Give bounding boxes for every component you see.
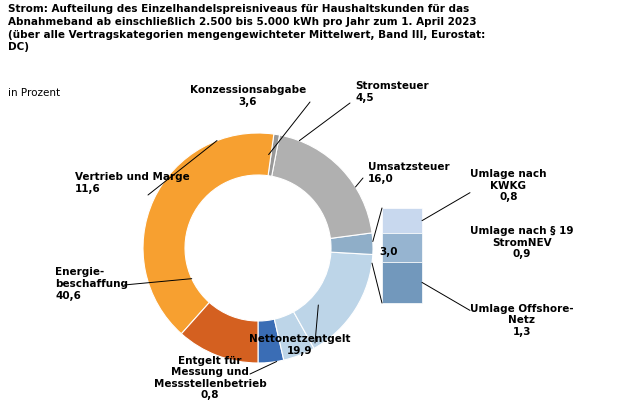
- Wedge shape: [258, 319, 284, 363]
- Text: Umlage Offshore-
Netz
1,3: Umlage Offshore- Netz 1,3: [470, 304, 573, 337]
- Text: Nettonetzentgelt
19,9: Nettonetzentgelt 19,9: [249, 334, 351, 356]
- Text: Energie-
beschaffung
40,6: Energie- beschaffung 40,6: [55, 267, 128, 301]
- Wedge shape: [271, 135, 372, 238]
- Wedge shape: [143, 133, 274, 334]
- Text: Konzessionsabgabe
3,6: Konzessionsabgabe 3,6: [190, 85, 306, 107]
- Bar: [382, 208, 422, 233]
- Text: Umlage nach § 19
StromNEV
0,9: Umlage nach § 19 StromNEV 0,9: [470, 226, 573, 259]
- Text: Stromsteuer
4,5: Stromsteuer 4,5: [355, 81, 429, 103]
- Wedge shape: [268, 134, 280, 176]
- Text: Entgelt für
Messung und
Messstellenbetrieb
0,8: Entgelt für Messung und Messstellenbetri…: [154, 356, 266, 400]
- Text: Umlage nach
KWKG
0,8: Umlage nach KWKG 0,8: [470, 169, 547, 202]
- Bar: [382, 262, 422, 303]
- Wedge shape: [182, 302, 258, 363]
- Text: in Prozent: in Prozent: [8, 88, 60, 98]
- Wedge shape: [330, 233, 373, 255]
- Wedge shape: [293, 252, 373, 349]
- Wedge shape: [275, 312, 314, 360]
- Text: 3,0: 3,0: [379, 248, 397, 258]
- Text: Vertrieb und Marge
11,6: Vertrieb und Marge 11,6: [75, 172, 190, 194]
- Bar: [382, 233, 422, 262]
- Text: Umsatzsteuer
16,0: Umsatzsteuer 16,0: [368, 162, 450, 184]
- Text: Strom: Aufteilung des Einzelhandelspreisniveaus für Haushaltskunden für das
Abna: Strom: Aufteilung des Einzelhandelspreis…: [8, 4, 485, 52]
